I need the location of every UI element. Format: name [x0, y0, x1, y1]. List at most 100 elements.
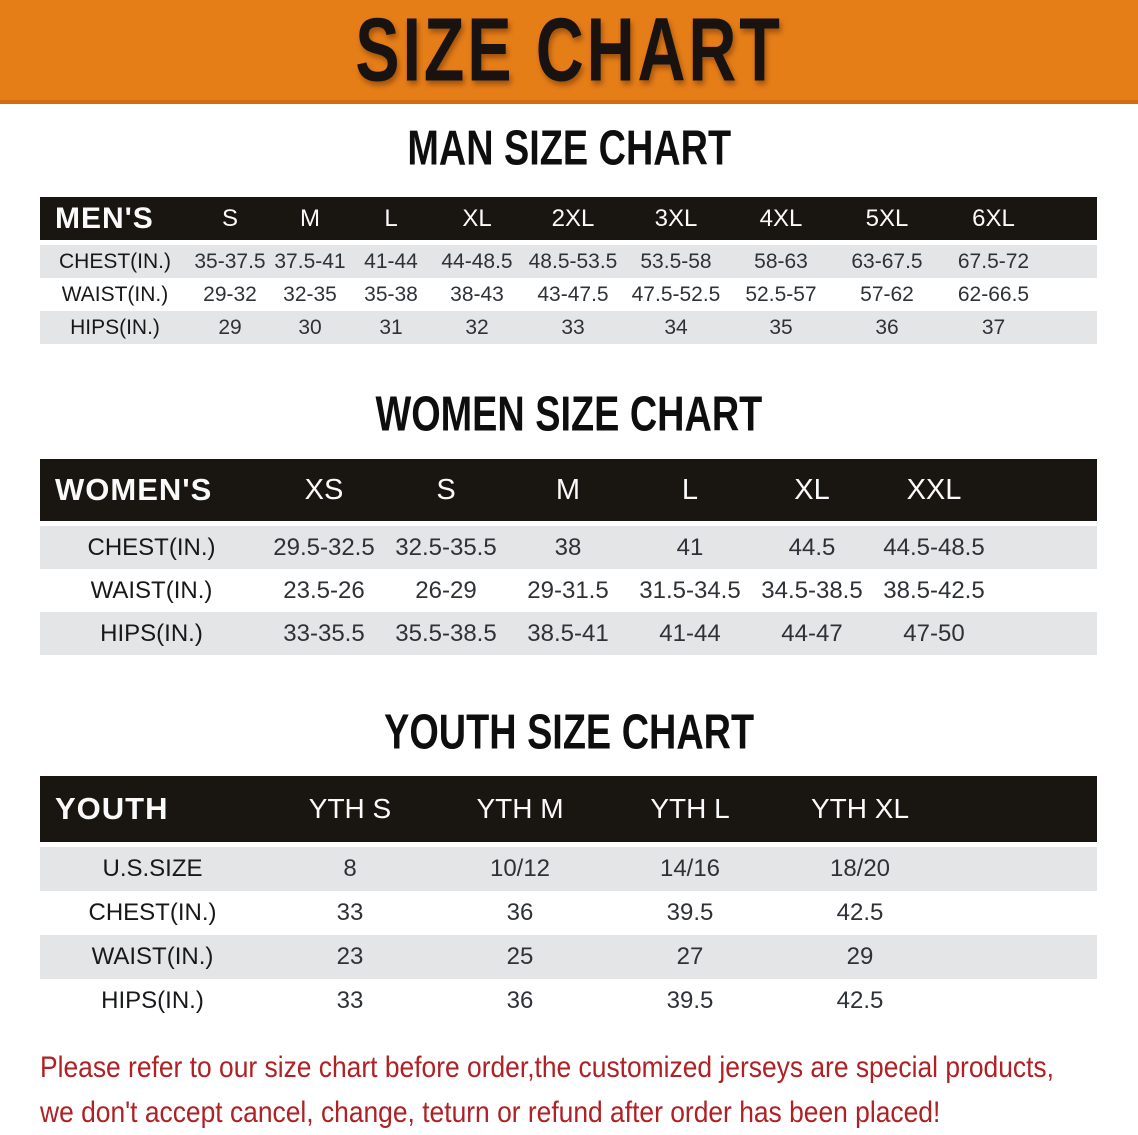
size-value-cell: 29	[218, 315, 242, 339]
table-body: CHEST(IN.) 35-37.5 37.5-41 41-44 44-48.5 48.5…	[40, 245, 1097, 344]
banner-title: SIZE CHART	[355, 0, 783, 100]
disclaimer: Please refer to our size chart before or…	[40, 1045, 1118, 1135]
disclaimer-line-1: Please refer to our size chart before or…	[40, 1051, 1054, 1084]
size-value-cell: 25	[506, 943, 534, 970]
size-column-header: M	[555, 473, 581, 506]
size-column-header: S	[436, 473, 456, 506]
size-column-header: XL	[462, 204, 492, 232]
size-column-header: YTH L	[650, 793, 730, 824]
women-heading-text: WOMEN SIZE CHART	[375, 387, 763, 442]
size-value-cell: 39.5	[666, 899, 714, 926]
size-value-cell: 33	[336, 899, 364, 926]
size-value-cell: 29-32	[203, 282, 257, 306]
women-section: WOMEN SIZE CHART WOMEN'S XS S M L XL XXL CHEST(…	[0, 386, 1138, 655]
row-label: CHEST(IN.)	[59, 249, 171, 273]
men-size-table: MEN'S S M L XL 2XL 3XL 4XL 5XL 6XL CHEST(IN.) 35-37…	[40, 197, 1097, 344]
size-value-cell: 39.5	[666, 987, 714, 1014]
size-value-cell: 44.5-48.5	[883, 533, 985, 561]
size-value-cell: 23	[336, 943, 364, 970]
size-value-cell: 47-50	[903, 619, 965, 647]
size-value-cell: 63-67.5	[851, 249, 923, 273]
table-row: WAIST(IN.) 23.5-26 26-29 29-31.5 31.5-34.5 34…	[40, 569, 1097, 612]
table-header-label: YOUTH	[55, 791, 169, 826]
table-row: HIPS(IN.) 29 30 31 32 33 34 35 36 37	[40, 311, 1097, 344]
row-label: CHEST(IN.)	[87, 533, 216, 561]
table-body: U.S.SIZE 8 10/12 14/16 18/20 CHEST(IN.) 33 36 39…	[40, 847, 1097, 1023]
row-label: WAIST(IN.)	[90, 576, 213, 604]
table-row: CHEST(IN.) 35-37.5 37.5-41 41-44 44-48.5 48.5…	[40, 245, 1097, 278]
youth-section: YOUTH SIZE CHART YOUTH YTH S YTH M YTH L YTH…	[0, 704, 1138, 1023]
size-value-cell: 31.5-34.5	[639, 576, 741, 604]
table-header-row: WOMEN'S XS S M L XL XXL	[40, 459, 1097, 521]
size-column-header: L	[384, 204, 398, 232]
size-value-cell: 62-66.5	[957, 282, 1030, 306]
youth-section-heading: YOUTH SIZE CHART	[0, 704, 1138, 762]
size-value-cell: 37.5-41	[274, 249, 346, 273]
size-value-cell: 37	[981, 315, 1006, 339]
size-value-cell: 30	[298, 315, 322, 339]
size-value-cell: 29	[846, 943, 874, 970]
table-row: WAIST(IN.) 29-32 32-35 35-38 38-43 43-47.5 47.…	[40, 278, 1097, 311]
size-column-header: YTH XL	[810, 793, 910, 824]
size-column-header: 4XL	[759, 204, 803, 232]
size-value-cell: 27	[676, 943, 704, 970]
size-value-cell: 36	[875, 315, 899, 339]
size-value-cell: 41	[676, 533, 704, 561]
size-value-cell: 35-37.5	[194, 249, 266, 273]
table-header-row: MEN'S S M L XL 2XL 3XL 4XL 5XL 6XL	[40, 197, 1097, 240]
table-body: CHEST(IN.) 29.5-32.5 32.5-35.5 38 41 44.5 44.5…	[40, 526, 1097, 655]
size-value-cell: 42.5	[836, 987, 884, 1014]
size-value-cell: 67.5-72	[957, 249, 1030, 273]
size-value-cell: 48.5-53.5	[528, 249, 618, 273]
row-label: U.S.SIZE	[102, 855, 203, 882]
table-row: WAIST(IN.) 23 25 27 29	[40, 935, 1097, 979]
size-value-cell: 34.5-38.5	[761, 576, 863, 604]
size-value-cell: 47.5-52.5	[631, 282, 721, 306]
table-row: HIPS(IN.) 33 36 39.5 42.5	[40, 979, 1097, 1023]
size-column-header: 2XL	[551, 204, 595, 232]
size-value-cell: 44-47	[781, 619, 843, 647]
size-value-cell: 38.5-42.5	[883, 576, 985, 604]
men-heading-text: MAN SIZE CHART	[407, 121, 731, 176]
row-label: WAIST(IN.)	[91, 943, 214, 970]
size-value-cell: 38.5-41	[527, 619, 609, 647]
men-section: MAN SIZE CHART MEN'S S M L XL 2XL 3XL 4XL 5XL 6XL…	[0, 120, 1138, 344]
size-column-header: XXL	[906, 473, 962, 506]
row-label: HIPS(IN.)	[70, 315, 160, 339]
size-value-cell: 35-38	[364, 282, 418, 306]
size-column-header: YTH S	[308, 793, 392, 824]
size-value-cell: 42.5	[836, 899, 884, 926]
size-value-cell: 57-62	[860, 282, 914, 306]
table-header-label: MEN'S	[55, 201, 154, 235]
size-value-cell: 35.5-38.5	[395, 619, 497, 647]
row-label: HIPS(IN.)	[100, 619, 203, 647]
size-column-header: S	[221, 204, 238, 232]
table-row: CHEST(IN.) 33 36 39.5 42.5	[40, 891, 1097, 935]
size-value-cell: 10/12	[489, 855, 551, 882]
size-value-cell: 33-35.5	[283, 619, 365, 647]
size-value-cell: 36	[506, 899, 534, 926]
men-section-heading: MAN SIZE CHART	[0, 120, 1138, 178]
table-header-row: YOUTH YTH S YTH M YTH L YTH XL	[40, 776, 1097, 842]
size-column-header: XL	[794, 473, 830, 506]
size-value-cell: 33	[561, 315, 585, 339]
size-value-cell: 41-44	[659, 619, 721, 647]
women-size-table: WOMEN'S XS S M L XL XXL CHEST(IN.) 29.5-32.5 32.5…	[40, 459, 1097, 655]
size-value-cell: 26-29	[415, 576, 477, 604]
size-value-cell: 35	[769, 315, 793, 339]
size-column-header: YTH M	[476, 793, 564, 824]
size-value-cell: 31	[379, 315, 403, 339]
row-label: WAIST(IN.)	[61, 282, 169, 306]
size-value-cell: 29.5-32.5	[273, 533, 375, 561]
size-value-cell: 36	[506, 987, 534, 1014]
size-column-header: XS	[304, 473, 344, 506]
size-column-header: 6XL	[972, 204, 1015, 232]
size-column-header: M	[300, 204, 320, 232]
youth-size-table: YOUTH YTH S YTH M YTH L YTH XL U.S.SIZE 8 10/12…	[40, 776, 1097, 1023]
table-header-label: WOMEN'S	[55, 472, 213, 507]
size-value-cell: 32	[465, 315, 489, 339]
size-value-cell: 33	[336, 987, 364, 1014]
size-value-cell: 53.5-58	[640, 249, 712, 273]
size-value-cell: 41-44	[364, 249, 418, 273]
